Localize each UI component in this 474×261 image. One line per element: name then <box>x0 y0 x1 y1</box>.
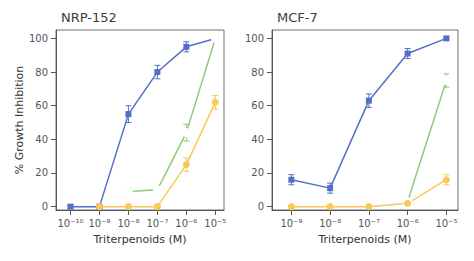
svg-text:10⁻⁶: 10⁻⁶ <box>397 218 419 229</box>
svg-text:10⁻⁵: 10⁻⁵ <box>204 218 226 229</box>
svg-text:0: 0 <box>42 201 48 212</box>
svg-text:10⁻⁵: 10⁻⁵ <box>435 218 457 229</box>
svg-text:20: 20 <box>35 167 48 178</box>
svg-text:10⁻⁸: 10⁻⁸ <box>319 218 341 229</box>
svg-text:40: 40 <box>251 134 264 145</box>
svg-text:80: 80 <box>251 67 264 78</box>
svg-text:100: 100 <box>29 33 48 44</box>
svg-text:10⁻⁶: 10⁻⁶ <box>175 218 197 229</box>
svg-text:10⁻⁷: 10⁻⁷ <box>146 218 168 229</box>
svg-text:20: 20 <box>251 167 264 178</box>
svg-text:% Growth Inhibition: % Growth Inhibition <box>13 66 26 175</box>
svg-text:10⁻⁹: 10⁻⁹ <box>88 218 110 229</box>
svg-text:0: 0 <box>258 201 264 212</box>
svg-text:10⁻¹⁰: 10⁻¹⁰ <box>57 218 83 229</box>
svg-text:MCF-7: MCF-7 <box>277 10 318 25</box>
svg-text:40: 40 <box>35 134 48 145</box>
svg-text:10⁻⁹: 10⁻⁹ <box>280 218 302 229</box>
svg-text:80: 80 <box>35 67 48 78</box>
svg-text:60: 60 <box>35 100 48 111</box>
svg-text:NRP-152: NRP-152 <box>61 10 117 25</box>
svg-text:10⁻⁷: 10⁻⁷ <box>358 218 380 229</box>
svg-text:10⁻⁸: 10⁻⁸ <box>117 218 139 229</box>
svg-text:Triterpenoids (M): Triterpenoids (M) <box>317 233 411 246</box>
svg-text:60: 60 <box>251 100 264 111</box>
svg-text:Triterpenoids (M): Triterpenoids (M) <box>92 233 186 246</box>
svg-text:100: 100 <box>245 33 264 44</box>
